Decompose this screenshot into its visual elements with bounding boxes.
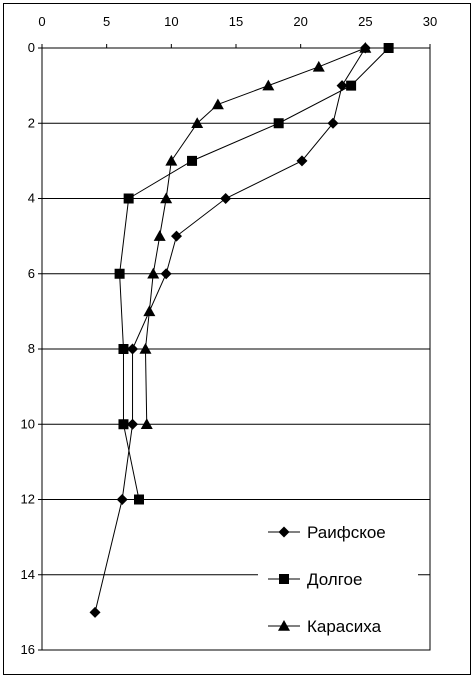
- series-2-point: [139, 343, 152, 354]
- legend-marker: [278, 526, 290, 538]
- series-0-point: [127, 343, 139, 355]
- series-1-point: [187, 155, 198, 166]
- x-tick-label: 30: [423, 14, 437, 29]
- x-tick-label: 15: [229, 14, 243, 29]
- series-0-point: [116, 494, 128, 505]
- y-tick-label: 10: [21, 416, 35, 431]
- series-2-point: [262, 79, 275, 91]
- y-tick-label: 0: [28, 40, 35, 55]
- series-0-point: [171, 230, 183, 242]
- series-1-point: [273, 118, 284, 129]
- y-tick-label: 16: [21, 642, 35, 657]
- series-0-point: [220, 193, 232, 204]
- series-2-point: [165, 154, 178, 166]
- x-tick-label: 0: [38, 14, 45, 29]
- y-tick-label: 4: [28, 191, 35, 206]
- legend-label: Долгое: [307, 570, 362, 589]
- series-1-point: [118, 419, 129, 430]
- y-tick-label: 14: [21, 567, 35, 582]
- series-2-point: [143, 305, 156, 317]
- x-tick-label: 20: [293, 14, 307, 29]
- legend-label: Раифское: [307, 523, 386, 542]
- series-2-point: [153, 230, 166, 241]
- x-tick-label: 10: [164, 14, 178, 29]
- x-tick-label: 25: [358, 14, 372, 29]
- series-2-point: [312, 60, 325, 72]
- series-1-point: [118, 344, 129, 354]
- y-tick-label: 6: [28, 266, 35, 281]
- y-tick-label: 8: [28, 341, 35, 356]
- y-tick-label: 2: [28, 115, 35, 130]
- series-1-point: [383, 43, 394, 53]
- series-2-point: [140, 418, 153, 430]
- series-1-point: [123, 193, 134, 204]
- series-line-2: [144, 47, 366, 425]
- series-1-point: [346, 80, 357, 91]
- series-1-point: [134, 494, 144, 505]
- series-2-point: [359, 42, 372, 53]
- series-1-point: [114, 268, 125, 279]
- series-2-point: [191, 117, 204, 129]
- series-2-point: [160, 192, 173, 204]
- legend-marker: [279, 574, 289, 584]
- series-0-point: [160, 268, 172, 280]
- series-0-point: [89, 606, 101, 618]
- series-0-point: [327, 117, 339, 129]
- legend-label: Карасиха: [307, 617, 382, 636]
- series-2-point: [147, 267, 160, 279]
- series-2-point: [211, 98, 224, 110]
- series-0-point: [296, 155, 308, 167]
- series-0-point: [127, 418, 139, 430]
- y-tick-label: 12: [21, 492, 35, 507]
- x-tick-label: 5: [103, 14, 110, 29]
- legend-marker: [278, 620, 290, 631]
